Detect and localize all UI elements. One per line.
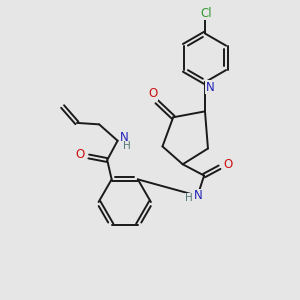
Text: H: H xyxy=(123,141,131,151)
Text: N: N xyxy=(120,131,128,144)
Text: O: O xyxy=(76,148,85,161)
Text: N: N xyxy=(206,81,215,94)
Text: N: N xyxy=(194,189,203,202)
Text: O: O xyxy=(223,158,232,171)
Text: H: H xyxy=(185,193,193,203)
Text: Cl: Cl xyxy=(201,7,212,20)
Text: O: O xyxy=(148,87,158,100)
